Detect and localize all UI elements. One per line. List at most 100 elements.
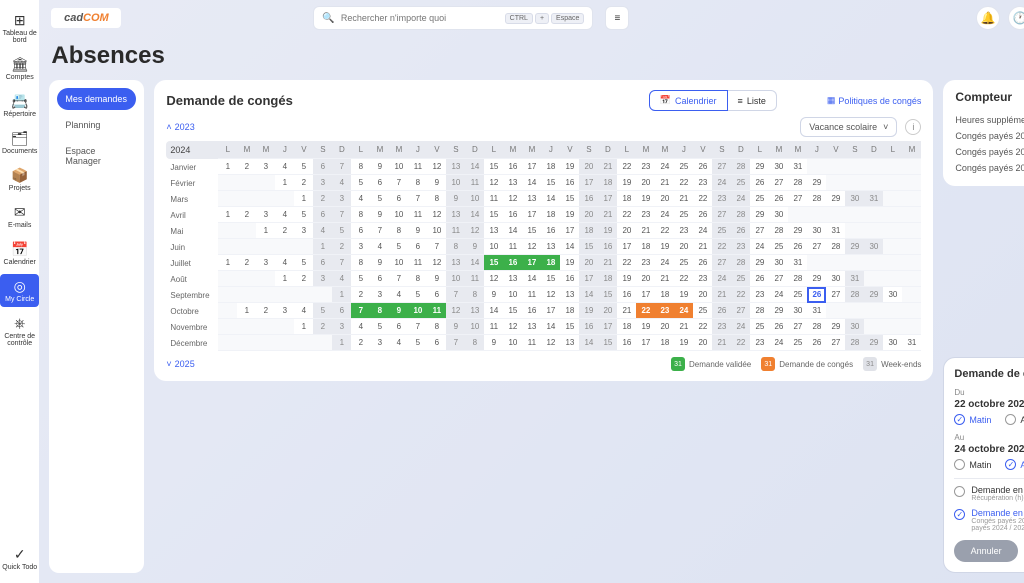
day-cell[interactable]: 22 bbox=[674, 271, 693, 287]
day-cell[interactable]: 11 bbox=[484, 191, 503, 207]
day-cell[interactable]: 17 bbox=[636, 287, 655, 303]
day-cell[interactable]: 11 bbox=[408, 255, 427, 271]
day-cell[interactable] bbox=[902, 191, 921, 207]
day-cell[interactable] bbox=[883, 223, 902, 239]
day-cell[interactable]: 24 bbox=[731, 319, 750, 335]
day-cell[interactable]: 30 bbox=[807, 223, 826, 239]
day-cell[interactable]: 24 bbox=[769, 335, 788, 351]
day-cell[interactable] bbox=[275, 191, 294, 207]
day-cell[interactable]: 23 bbox=[731, 239, 750, 255]
day-cell[interactable]: 9 bbox=[370, 255, 389, 271]
day-cell[interactable]: 29 bbox=[750, 255, 769, 271]
day-cell[interactable]: 19 bbox=[560, 159, 579, 175]
day-cell[interactable] bbox=[237, 191, 256, 207]
day-cell[interactable]: 15 bbox=[484, 159, 503, 175]
day-cell[interactable]: 12 bbox=[503, 319, 522, 335]
day-cell[interactable]: 20 bbox=[617, 223, 636, 239]
day-cell[interactable]: 2 bbox=[351, 287, 370, 303]
day-cell[interactable]: 25 bbox=[693, 303, 712, 319]
day-cell[interactable]: 13 bbox=[541, 239, 560, 255]
day-cell[interactable]: 19 bbox=[617, 175, 636, 191]
day-cell[interactable]: 21 bbox=[636, 223, 655, 239]
day-cell[interactable]: 9 bbox=[370, 159, 389, 175]
day-cell[interactable]: 27 bbox=[750, 223, 769, 239]
day-cell[interactable]: 18 bbox=[617, 319, 636, 335]
day-cell[interactable]: 10 bbox=[503, 287, 522, 303]
day-cell[interactable] bbox=[902, 239, 921, 255]
day-cell[interactable]: 24 bbox=[655, 159, 674, 175]
day-cell[interactable]: 14 bbox=[579, 335, 598, 351]
from-afternoon-radio[interactable]: Après-midi bbox=[1005, 414, 1024, 425]
day-cell[interactable] bbox=[218, 287, 237, 303]
day-cell[interactable]: 26 bbox=[712, 303, 731, 319]
day-cell[interactable] bbox=[902, 175, 921, 191]
day-cell[interactable]: 4 bbox=[389, 335, 408, 351]
day-cell[interactable]: 14 bbox=[541, 319, 560, 335]
day-cell[interactable]: 10 bbox=[389, 159, 408, 175]
day-cell[interactable]: 9 bbox=[408, 223, 427, 239]
day-cell[interactable]: 7 bbox=[408, 319, 427, 335]
day-cell[interactable]: 4 bbox=[351, 191, 370, 207]
day-cell[interactable] bbox=[275, 319, 294, 335]
day-cell[interactable]: 7 bbox=[427, 239, 446, 255]
day-cell[interactable] bbox=[883, 207, 902, 223]
clock-icon[interactable]: 🕐 bbox=[1008, 6, 1024, 30]
day-cell[interactable]: 1 bbox=[275, 175, 294, 191]
notifications-icon[interactable]: 🔔 bbox=[976, 6, 1000, 30]
day-cell[interactable] bbox=[313, 335, 332, 351]
day-cell[interactable]: 4 bbox=[275, 159, 294, 175]
day-cell[interactable] bbox=[826, 255, 845, 271]
day-cell[interactable]: 31 bbox=[826, 223, 845, 239]
day-cell[interactable]: 27 bbox=[731, 303, 750, 319]
day-cell[interactable] bbox=[294, 335, 313, 351]
day-cell[interactable]: 26 bbox=[750, 175, 769, 191]
sidebar-item-calendrier[interactable]: 📅Calendrier bbox=[0, 237, 39, 270]
day-cell[interactable]: 2 bbox=[237, 207, 256, 223]
day-cell[interactable]: 3 bbox=[294, 223, 313, 239]
day-cell[interactable]: 29 bbox=[845, 239, 864, 255]
day-cell[interactable]: 19 bbox=[636, 191, 655, 207]
day-cell[interactable] bbox=[256, 335, 275, 351]
day-cell[interactable]: 15 bbox=[598, 335, 617, 351]
day-cell[interactable]: 10 bbox=[389, 207, 408, 223]
day-cell[interactable]: 17 bbox=[541, 303, 560, 319]
day-cell[interactable]: 15 bbox=[541, 271, 560, 287]
day-cell[interactable] bbox=[845, 255, 864, 271]
day-cell[interactable]: 29 bbox=[807, 175, 826, 191]
day-cell[interactable]: 26 bbox=[769, 191, 788, 207]
day-cell[interactable] bbox=[294, 287, 313, 303]
left-tab[interactable]: Planning bbox=[57, 114, 136, 136]
day-cell[interactable]: 28 bbox=[731, 159, 750, 175]
day-cell[interactable]: 19 bbox=[674, 335, 693, 351]
day-cell[interactable]: 4 bbox=[294, 303, 313, 319]
day-cell[interactable]: 11 bbox=[408, 159, 427, 175]
day-cell[interactable]: 20 bbox=[579, 255, 598, 271]
sidebar-item-comptes[interactable]: 🏛Comptes bbox=[0, 52, 39, 85]
day-cell[interactable]: 15 bbox=[522, 223, 541, 239]
day-cell[interactable]: 26 bbox=[788, 239, 807, 255]
day-cell[interactable]: 10 bbox=[465, 319, 484, 335]
day-cell[interactable]: 29 bbox=[864, 287, 883, 303]
day-cell[interactable] bbox=[845, 175, 864, 191]
day-cell[interactable]: 1 bbox=[218, 255, 237, 271]
day-cell[interactable]: 7 bbox=[351, 303, 370, 319]
day-cell[interactable]: 1 bbox=[294, 319, 313, 335]
day-cell[interactable]: 11 bbox=[465, 175, 484, 191]
day-cell[interactable]: 21 bbox=[693, 239, 712, 255]
day-cell[interactable]: 21 bbox=[655, 175, 674, 191]
day-cell[interactable]: 14 bbox=[465, 255, 484, 271]
day-cell[interactable]: 25 bbox=[674, 159, 693, 175]
day-cell[interactable]: 20 bbox=[636, 175, 655, 191]
day-cell[interactable] bbox=[256, 319, 275, 335]
day-cell[interactable] bbox=[883, 319, 902, 335]
day-cell[interactable]: 20 bbox=[598, 303, 617, 319]
day-cell[interactable]: 3 bbox=[313, 175, 332, 191]
day-cell[interactable]: 19 bbox=[617, 271, 636, 287]
day-cell[interactable]: 6 bbox=[370, 271, 389, 287]
day-cell[interactable]: 20 bbox=[579, 207, 598, 223]
day-cell[interactable]: 17 bbox=[598, 191, 617, 207]
day-cell[interactable]: 26 bbox=[807, 287, 826, 303]
day-cell[interactable]: 16 bbox=[522, 303, 541, 319]
day-cell[interactable] bbox=[294, 239, 313, 255]
day-cell[interactable] bbox=[864, 159, 883, 175]
